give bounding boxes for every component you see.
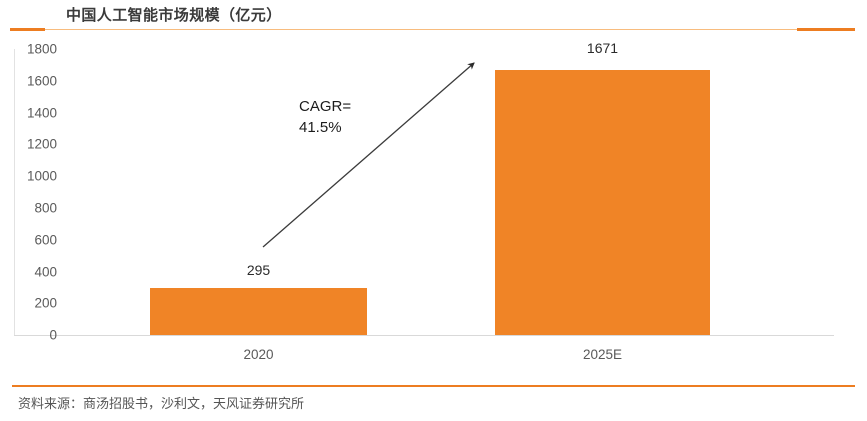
y-tick-label-1000: 1000 — [26, 168, 57, 184]
header-divider-accent-right — [797, 28, 855, 31]
y-tick-label-1600: 1600 — [26, 73, 57, 89]
growth-arrow-icon — [262, 62, 475, 248]
y-tick-label-800: 800 — [34, 200, 57, 216]
cagr-annotation-line1: CAGR= — [299, 98, 352, 115]
y-tick-label-0: 0 — [49, 327, 57, 343]
cagr-annotation-line2: 41.5% — [299, 119, 342, 137]
bar-2025e[interactable] — [495, 69, 710, 335]
y-axis-line — [14, 49, 15, 335]
bar-value-label-2020: 295 — [246, 262, 271, 278]
header-divider — [10, 28, 855, 31]
x-axis-line — [14, 335, 834, 336]
header-divider-middle — [45, 29, 797, 31]
y-tick-label-1200: 1200 — [26, 136, 57, 152]
x-category-label-2020: 2020 — [243, 347, 274, 362]
chart-plot-area: 1800 1600 1400 1200 1000 800 600 400 200… — [0, 36, 867, 366]
x-category-label-2025e: 2025E — [582, 347, 623, 362]
cagr-annotation: CAGR= 41.5% — [299, 96, 351, 139]
source-note: 资料来源：商汤招股书，沙利文，天风证券研究所 — [18, 396, 305, 411]
y-tick-label-1800: 1800 — [26, 41, 57, 57]
y-tick-label-200: 200 — [34, 295, 57, 311]
header-divider-accent-left — [10, 28, 45, 31]
y-tick-label-1400: 1400 — [26, 105, 57, 121]
y-tick-label-400: 400 — [34, 264, 57, 280]
y-tick-label-600: 600 — [34, 232, 57, 248]
footer-divider — [12, 385, 855, 387]
page-title: 中国人工智能市场规模（亿元） — [66, 7, 282, 24]
bar-2020[interactable] — [150, 288, 367, 335]
bar-value-label-2025e: 1671 — [586, 40, 619, 56]
